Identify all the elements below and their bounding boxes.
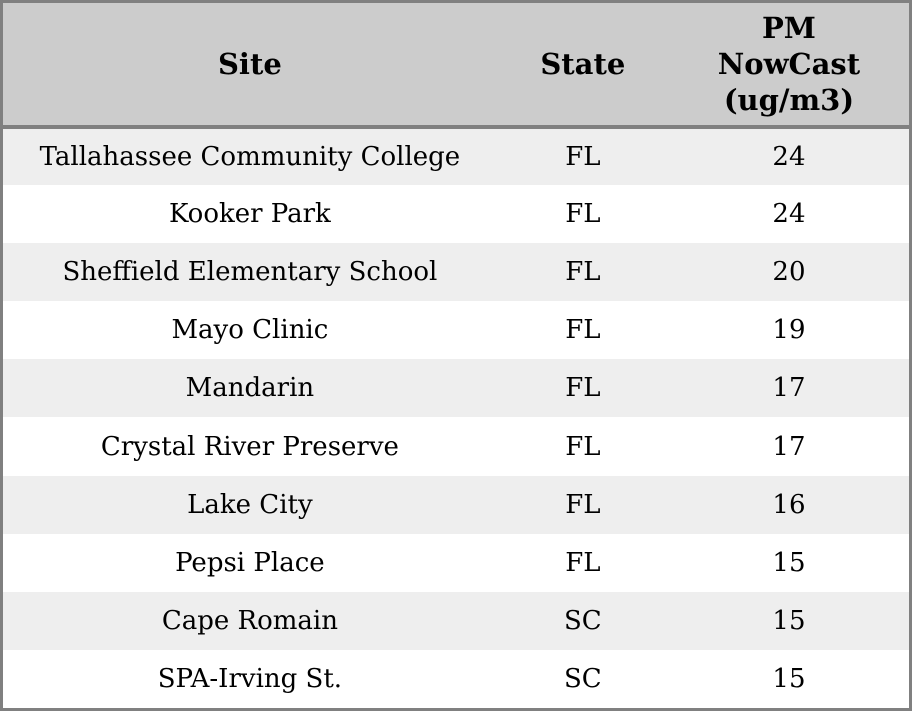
table-row: SPA-Irving St. SC 15	[3, 649, 909, 708]
table-body: Tallahassee Community College FL 24 Kook…	[3, 127, 909, 708]
state-cell: FL	[565, 142, 601, 173]
pm-cell: 15	[772, 547, 806, 578]
site-cell: SPA-Irving St.	[157, 663, 343, 694]
pm-cell: 24	[772, 142, 806, 173]
state-cell: FL	[565, 315, 601, 346]
pm-cell: 17	[772, 373, 806, 404]
table-row: Kooker Park FL 24	[3, 185, 909, 244]
pm-cell: 16	[772, 489, 806, 520]
site-cell: Tallahassee Community College	[39, 142, 461, 173]
pm-cell: 19	[772, 315, 806, 346]
state-cell: FL	[565, 373, 601, 404]
table-row: Cape Romain SC 15	[3, 591, 909, 650]
pm-cell: 15	[772, 605, 806, 636]
header-row: Site State PM NowCast (ug/m3)	[3, 3, 909, 129]
table-row: Mandarin FL 17	[3, 359, 909, 418]
state-cell: FL	[565, 547, 601, 578]
site-cell: Sheffield Elementary School	[62, 257, 438, 288]
pm-cell: 20	[772, 257, 806, 288]
pm-nowcast-table: Site State PM NowCast (ug/m3) Tallahasse…	[3, 3, 909, 708]
state-cell: FL	[565, 199, 601, 230]
table-row: Tallahassee Community College FL 24	[3, 127, 909, 186]
state-cell: SC	[563, 605, 602, 636]
pm-cell: 15	[772, 663, 806, 694]
site-cell: Kooker Park	[168, 199, 331, 230]
column-header-site: Site	[3, 3, 497, 129]
table-row: Sheffield Elementary School FL 20	[3, 243, 909, 302]
table-row: Pepsi Place FL 15	[3, 533, 909, 592]
pm-cell: 24	[772, 199, 806, 230]
table-row: Mayo Clinic FL 19	[3, 301, 909, 360]
site-cell: Lake City	[187, 489, 313, 520]
site-cell: Mandarin	[185, 373, 315, 404]
state-cell: FL	[565, 431, 601, 462]
site-cell: Cape Romain	[161, 605, 338, 636]
column-header-pm-nowcast: PM NowCast (ug/m3)	[668, 3, 909, 129]
column-header-state: State	[496, 3, 669, 129]
pm-cell: 17	[772, 431, 806, 462]
state-cell: FL	[565, 257, 601, 288]
table-row: Lake City FL 16	[3, 475, 909, 534]
state-cell: SC	[563, 663, 602, 694]
table-header: Site State PM NowCast (ug/m3)	[3, 3, 909, 129]
site-cell: Crystal River Preserve	[100, 431, 399, 462]
table-row: Crystal River Preserve FL 17	[3, 417, 909, 476]
site-cell: Mayo Clinic	[171, 315, 329, 346]
site-cell: Pepsi Place	[175, 547, 325, 578]
state-cell: FL	[565, 489, 601, 520]
